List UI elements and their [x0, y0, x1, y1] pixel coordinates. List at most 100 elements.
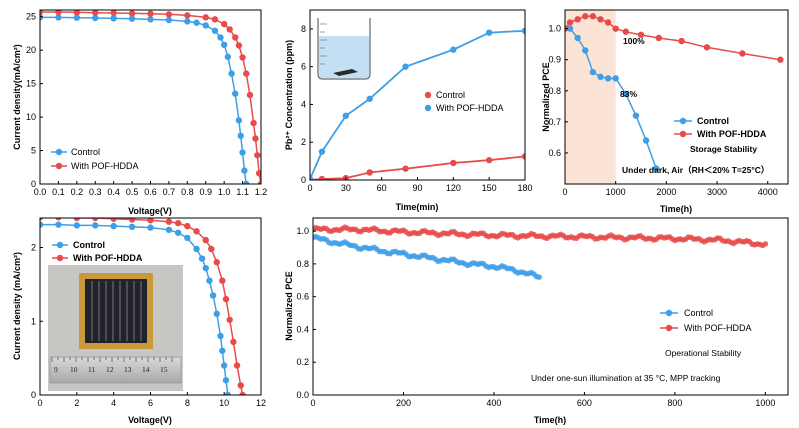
control-data-point	[521, 153, 525, 160]
panel-e-frame	[312, 217, 789, 396]
y-tick-label: 5	[31, 146, 36, 156]
pof-data-point	[252, 135, 259, 142]
legend-control-label: Control	[684, 308, 713, 318]
label-100-percent: 100%	[623, 36, 645, 46]
y-tick-label: 4	[301, 99, 306, 109]
control-data-point	[485, 156, 493, 164]
control-data-point	[235, 117, 243, 124]
control-data-point	[224, 53, 232, 61]
pof-data-point	[402, 63, 409, 70]
pof-data-point	[233, 362, 241, 369]
x-tick-label: 4	[111, 398, 116, 408]
panel-a-jv-curves: 0.0 0.1 0.2 0.3 0.4 0.5 0.6 0.7 0.8 0.9 1.0 1.1 1.2 0…	[12, 9, 267, 216]
x-tick-label: 2	[74, 398, 79, 408]
ruler-number: 13	[124, 365, 132, 374]
control-data-point	[193, 19, 200, 26]
x-tick-label: 0.3	[89, 187, 102, 197]
control-data-point	[110, 222, 117, 230]
y-tick-label: 6	[301, 62, 306, 72]
legend-control-marker	[56, 241, 64, 249]
pof-data-point	[582, 13, 589, 20]
pof-data-point	[239, 391, 246, 395]
pof-data-point	[202, 236, 209, 244]
pof-data-point	[637, 31, 645, 39]
pof-data-point	[147, 218, 154, 224]
control-data-point	[574, 34, 581, 42]
pof-data-point	[655, 34, 662, 42]
control-data-point	[193, 245, 200, 253]
pof-series-line	[40, 11, 261, 184]
pof-data-point	[226, 316, 233, 323]
x-tick-label: 0	[307, 183, 312, 193]
legend-control-marker	[679, 117, 687, 125]
pof-data-point	[678, 37, 685, 45]
pof-data-point	[254, 152, 261, 159]
y-tick-label: 0.8	[296, 259, 309, 269]
legend-control-marker	[665, 309, 673, 317]
y-tick-label: 2	[301, 137, 306, 147]
pof-data-point	[110, 10, 117, 17]
x-tick-label: 800	[667, 398, 682, 408]
pof-data-point	[213, 259, 220, 266]
panel-b-legend: Control With POF-HDDA	[424, 90, 504, 113]
control-data-point	[202, 22, 209, 29]
x-tick-label: 30	[341, 183, 351, 193]
control-data-point	[604, 75, 612, 82]
pof-data-point	[257, 180, 261, 184]
control-series-line	[40, 16, 248, 184]
control-data-point	[128, 15, 136, 22]
legend-pof-label: With POF-HDDA	[436, 103, 504, 113]
panel-c-ylabel: Normalized PCE	[541, 62, 551, 132]
pof-data-point	[318, 148, 326, 155]
pof-data-point	[110, 218, 117, 222]
panel-e-ylabel: Normalized PCE	[284, 271, 294, 341]
pof-data-point	[235, 42, 243, 49]
operational-conditions-note: Under one-sun illumination at 35 °C, MPP…	[531, 373, 721, 383]
pof-data-point	[604, 19, 612, 26]
control-data-point	[318, 175, 326, 180]
y-tick-label: 0.6	[548, 148, 561, 158]
legend-control-marker	[424, 91, 432, 99]
control-data-point	[198, 255, 206, 262]
control-data-point	[642, 137, 650, 144]
panel-d-ylabel: Current density (mA/cm²)	[12, 252, 22, 360]
ruler-number: 12	[106, 365, 114, 374]
module-scribe-lines	[91, 281, 142, 341]
storage-conditions-note: Under dark, Air（RH＜20% T=25°C）	[622, 165, 769, 175]
pof-data-point	[174, 219, 182, 227]
legend-pof-marker	[55, 162, 63, 170]
control-data-point	[589, 68, 597, 76]
legend-control-label: Control	[73, 240, 105, 250]
control-data-point	[597, 73, 604, 81]
pof-data-point	[92, 10, 99, 16]
y-tick-label: 8	[301, 24, 306, 34]
x-tick-label: 1.2	[255, 187, 268, 197]
x-tick-label: 12	[256, 398, 266, 408]
ruler-numbers: 9 10 11 12 13 14 15	[54, 365, 168, 374]
pof-data-point	[73, 10, 81, 16]
y-tick-label: 0.2	[296, 357, 309, 367]
x-tick-label: 1000	[755, 398, 775, 408]
ruler-number: 15	[160, 365, 168, 374]
control-data-point	[55, 14, 62, 21]
pof-data-point	[762, 241, 769, 247]
beaker-illustration	[317, 18, 371, 80]
pof-data-point	[219, 277, 226, 284]
x-tick-label: 10	[219, 398, 229, 408]
x-tick-label: 90	[412, 183, 422, 193]
pof-data-point	[739, 50, 746, 57]
x-tick-label: 150	[482, 183, 497, 193]
module-photo: 9 10 11 12 13 14 15	[48, 265, 183, 391]
pof-data-point	[165, 11, 173, 18]
pof-data-point	[703, 44, 711, 51]
legend-pof-marker	[679, 130, 687, 138]
control-data-point	[40, 14, 44, 21]
x-tick-label: 3000	[707, 187, 727, 197]
x-tick-label: 0.5	[126, 187, 139, 197]
control-data-point	[582, 47, 589, 54]
pof-data-point	[521, 27, 525, 34]
pof-data-point	[208, 245, 215, 253]
x-tick-label: 1000	[606, 187, 626, 197]
y-tick-label: 0.9	[548, 55, 561, 65]
control-data-point	[232, 90, 239, 97]
